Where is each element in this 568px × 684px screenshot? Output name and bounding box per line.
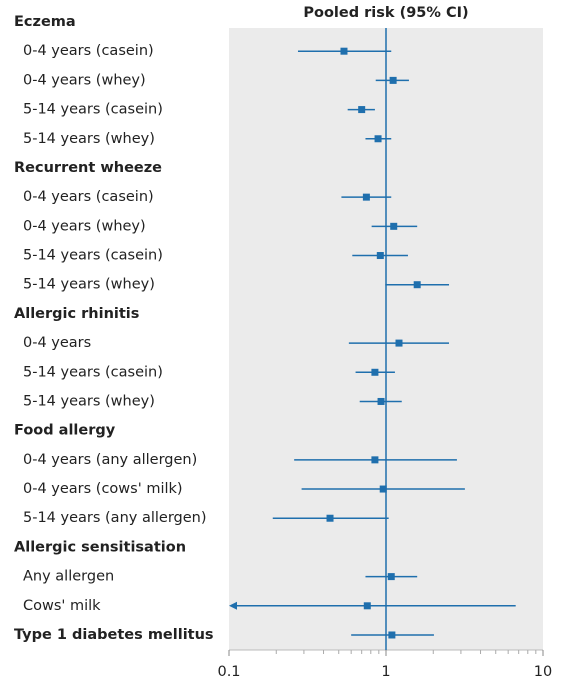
- row-label: 0-4 years (whey): [23, 72, 146, 88]
- row-label: 0-4 years (any allergen): [23, 452, 197, 468]
- row-label: 5-14 years (whey): [23, 393, 155, 409]
- point-estimate: [388, 631, 396, 639]
- row-label: 5-14 years (casein): [23, 248, 163, 264]
- ci-arrow: [229, 601, 237, 610]
- row-label: Any allergen: [23, 569, 114, 585]
- group-label: Eczema: [14, 14, 76, 30]
- point-estimate: [363, 602, 371, 610]
- x-tick-label: 0.1: [217, 664, 240, 680]
- point-estimate: [374, 135, 382, 143]
- row-label: 0-4 years (casein): [23, 43, 154, 59]
- point-estimate: [389, 76, 397, 84]
- point-estimate: [387, 573, 395, 581]
- x-tick-label: 1: [381, 664, 390, 680]
- row-label: 5-14 years (whey): [23, 277, 155, 293]
- point-estimate: [340, 47, 348, 55]
- point-estimate: [413, 281, 421, 289]
- row-label: 5-14 years (casein): [23, 364, 163, 380]
- row-label: 0-4 years (casein): [23, 189, 154, 205]
- row-label: 0-4 years (whey): [23, 218, 146, 234]
- point-estimate: [379, 485, 387, 493]
- row-label: Cows' milk: [23, 598, 101, 614]
- point-estimate: [390, 222, 398, 230]
- row-label: 5-14 years (any allergen): [23, 510, 207, 526]
- point-estimate: [326, 514, 334, 522]
- row-label: 0-4 years (cows' milk): [23, 481, 183, 497]
- row-label: 0-4 years: [23, 335, 91, 351]
- point-estimate: [371, 368, 379, 376]
- row-label: 5-14 years (whey): [23, 131, 155, 147]
- group-label: Allergic rhinitis: [14, 306, 139, 322]
- point-estimate: [362, 193, 370, 201]
- row-label: 5-14 years (casein): [23, 102, 163, 118]
- group-label: Food allergy: [14, 423, 116, 439]
- point-estimate: [395, 339, 403, 347]
- group-label: Type 1 diabetes mellitus: [14, 627, 214, 643]
- point-estimate: [371, 456, 379, 464]
- chart-title: Pooled risk (95% CI): [303, 5, 468, 21]
- point-estimate: [377, 397, 385, 405]
- group-label: Recurrent wheeze: [14, 160, 162, 176]
- group-label: Allergic sensitisation: [14, 539, 186, 555]
- point-estimate: [376, 252, 384, 260]
- point-estimate: [358, 106, 366, 114]
- x-tick-label: 10: [534, 664, 552, 680]
